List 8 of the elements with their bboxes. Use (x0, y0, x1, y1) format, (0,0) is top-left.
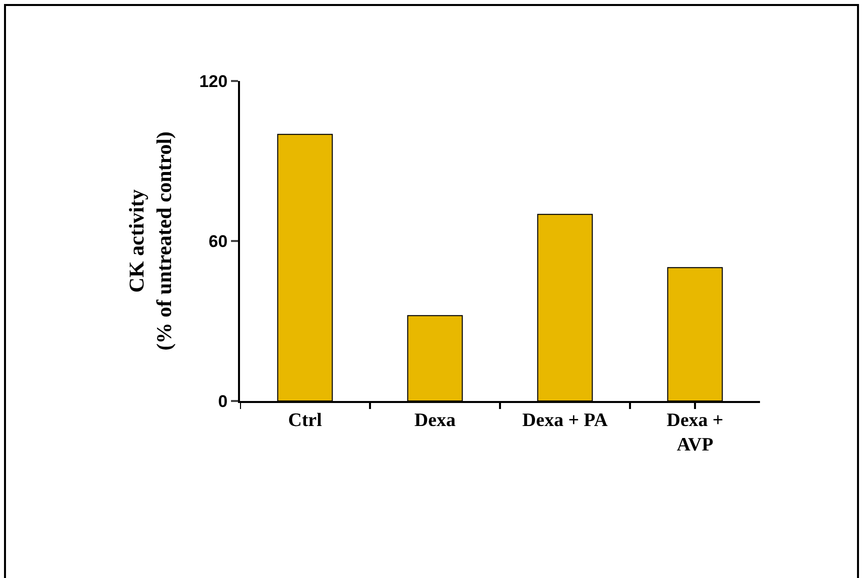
y-tick-label: 0 (218, 392, 228, 411)
y-axis-title: CK activity (% of untreated control) (124, 131, 176, 351)
y-tick-label: 120 (199, 72, 228, 91)
y-tick-label: 60 (208, 232, 228, 251)
x-tick-label: Dexa + AVP (666, 410, 724, 456)
x-tick-label: Ctrl (288, 410, 322, 431)
x-tick-label: Dexa (414, 410, 456, 431)
x-tick-label: Dexa + PA (522, 410, 608, 431)
